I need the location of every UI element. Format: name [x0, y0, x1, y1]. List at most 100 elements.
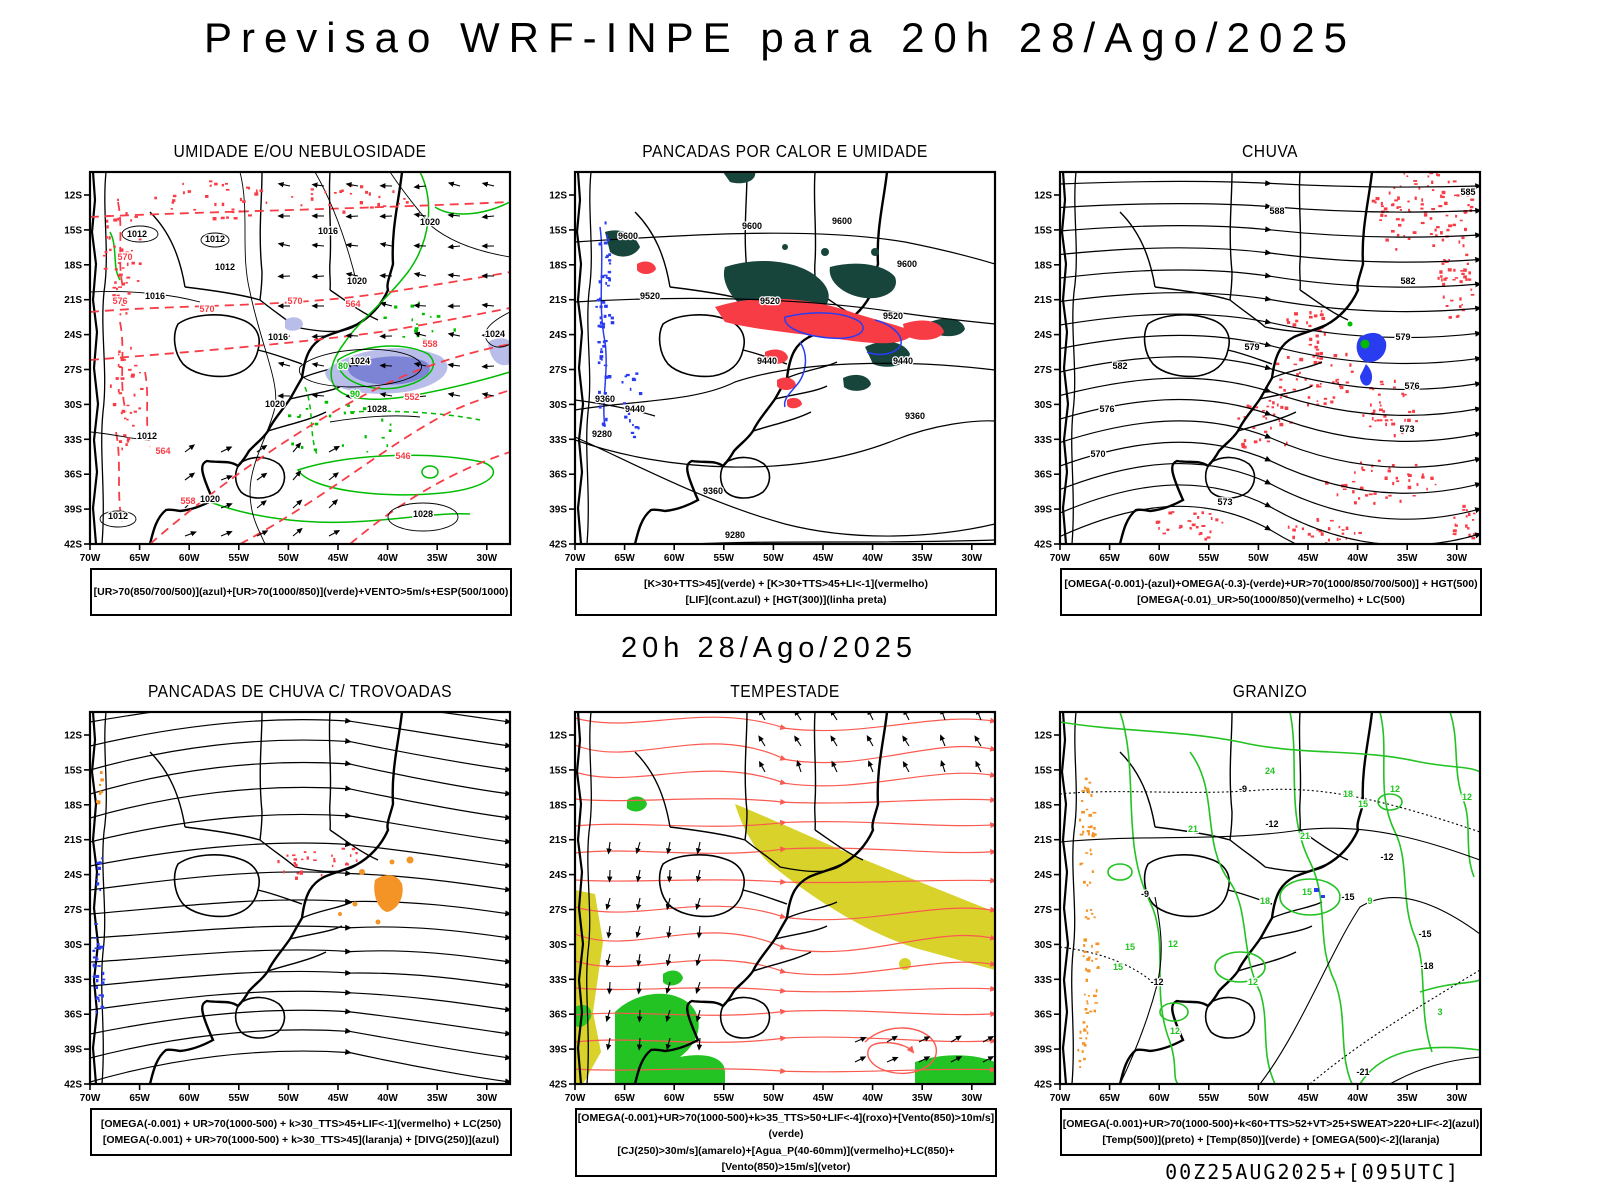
svg-text:45W: 45W [813, 553, 834, 564]
chuva-map: 588 585 582 582 579 579 576 576 573 573 570 12S 15S… [1034, 170, 1482, 564]
svg-text:35W: 35W [1397, 553, 1418, 564]
svg-text:9360: 9360 [595, 394, 615, 404]
svg-text:55W: 55W [229, 553, 250, 564]
axis-labels: 12S 15S 18S 21S 24S 27S 30S 33S 36S 39S 42S 70W 65W 6… [549, 731, 982, 1105]
panel-title: PANCADAS DE CHUVA C/ TROVOADAS [147, 681, 453, 702]
svg-text:12S: 12S [64, 191, 82, 202]
svg-text:1020: 1020 [420, 217, 440, 227]
svg-text:45W: 45W [1298, 1093, 1319, 1104]
svg-text:33S: 33S [64, 435, 82, 446]
svg-text:65W: 65W [129, 553, 150, 564]
svg-text:9440: 9440 [893, 356, 913, 366]
svg-text:40W: 40W [377, 1093, 398, 1104]
svg-text:70W: 70W [1050, 553, 1071, 564]
svg-text:42S: 42S [64, 540, 82, 551]
svg-text:35W: 35W [912, 553, 933, 564]
isobars [90, 172, 510, 544]
panel-umidade: UMIDADE E/OU NEBULOSIDADE [58, 140, 513, 616]
svg-text:70W: 70W [565, 1093, 586, 1104]
svg-text:12S: 12S [1034, 731, 1052, 742]
shower-blobs [338, 856, 414, 925]
rain-blobs [1347, 321, 1387, 386]
svg-text:24S: 24S [1034, 330, 1052, 341]
green-humidity-contours [109, 172, 510, 524]
svg-text:21S: 21S [64, 835, 82, 846]
axis-labels: 12S 15S 18S 21S 24S 27S 30S 33S 36S 39S 42S 70W 65W 6… [64, 731, 497, 1105]
svg-text:1012: 1012 [215, 262, 235, 272]
svg-text:65W: 65W [614, 1093, 635, 1104]
speckle-layer [1155, 172, 1479, 544]
svg-text:40W: 40W [1347, 1093, 1368, 1104]
svg-text:60W: 60W [664, 553, 685, 564]
svg-text:21S: 21S [549, 835, 567, 846]
svg-text:30S: 30S [1034, 940, 1052, 951]
svg-text:30S: 30S [1034, 400, 1052, 411]
svg-text:65W: 65W [129, 1093, 150, 1104]
svg-text:576: 576 [112, 296, 127, 306]
speckle-layer [1077, 777, 1100, 1068]
legend-caption: [OMEGA(-0.001)-(azul)+OMEGA(-0.3)-(verde… [1060, 568, 1482, 616]
svg-text:579: 579 [1244, 342, 1259, 352]
svg-text:9600: 9600 [742, 221, 762, 231]
svg-text:1028: 1028 [413, 509, 433, 519]
svg-text:65W: 65W [1099, 1093, 1120, 1104]
svg-text:21S: 21S [549, 295, 567, 306]
svg-text:1012: 1012 [127, 229, 147, 239]
svg-text:42S: 42S [64, 1080, 82, 1091]
granizo-map: 24 21 21 18 15 12 12 15 18 15 12 15 12 12 9 3 -9 -9 -12 -12… [1034, 710, 1482, 1105]
svg-text:1016: 1016 [145, 291, 165, 301]
svg-text:18: 18 [1343, 789, 1353, 799]
svg-text:70W: 70W [1050, 1093, 1071, 1104]
caption-line: [OMEGA(-0.001)+UR>70(1000-500)+k>35_TTS>… [577, 1112, 995, 1141]
svg-text:9440: 9440 [625, 404, 645, 414]
streamlines [90, 712, 510, 1084]
svg-text:35W: 35W [912, 1093, 933, 1104]
svg-text:30S: 30S [64, 400, 82, 411]
svg-text:39S: 39S [549, 1045, 567, 1056]
panel-pancadas-calor: PANCADAS POR CALOR E UMIDADE [543, 140, 998, 616]
svg-text:9520: 9520 [883, 311, 903, 321]
svg-text:40W: 40W [862, 553, 883, 564]
svg-text:45W: 45W [1298, 553, 1319, 564]
svg-text:60W: 60W [1149, 1093, 1170, 1104]
svg-text:27S: 27S [549, 365, 567, 376]
panel-title: TEMPESTADE [730, 681, 840, 702]
speckle-layer [595, 221, 643, 439]
svg-text:18S: 18S [1034, 260, 1052, 271]
page-title: Previsao WRF-INPE para 20h 28/Ago/2025 [203, 14, 1357, 61]
svg-text:15S: 15S [1034, 765, 1052, 776]
svg-text:1012: 1012 [205, 234, 225, 244]
svg-text:50W: 50W [278, 1093, 299, 1104]
svg-text:42S: 42S [549, 540, 567, 551]
svg-text:558: 558 [422, 339, 437, 349]
axis-labels: 12S 15S 18S 21S 24S 27S 30S 33S 36S 39S 42S 70W 65W 6… [1034, 731, 1467, 1105]
svg-text:30S: 30S [64, 940, 82, 951]
panel-trovoadas: PANCADAS DE CHUVA C/ TROVOADAS 12S 15S 18S… [58, 680, 513, 1156]
svg-text:570: 570 [199, 304, 214, 314]
caption-line: [Temp(500)](preto) + [Temp(850)](verde) … [1102, 1134, 1440, 1146]
panel-title: CHUVA [1242, 141, 1298, 162]
legend-caption: [OMEGA(-0.001) + UR>70(1000-500) + k>30_… [90, 1108, 512, 1156]
svg-text:573: 573 [1217, 497, 1232, 507]
svg-text:33S: 33S [1034, 975, 1052, 986]
axis-labels: 12S 15S 18S 21S 24S 27S 30S 33S 36S 39S 42S 70W 65W 6… [64, 191, 497, 565]
svg-text:27S: 27S [1034, 365, 1052, 376]
svg-text:579: 579 [1395, 332, 1410, 342]
svg-text:9600: 9600 [832, 216, 852, 226]
svg-text:24S: 24S [1034, 870, 1052, 881]
svg-text:9440: 9440 [757, 356, 777, 366]
svg-text:582: 582 [1400, 276, 1415, 286]
svg-text:18S: 18S [549, 260, 567, 271]
svg-text:12: 12 [1390, 784, 1400, 794]
svg-text:18S: 18S [549, 800, 567, 811]
svg-text:27S: 27S [549, 905, 567, 916]
svg-text:582: 582 [1112, 361, 1127, 371]
svg-text:36S: 36S [1034, 470, 1052, 481]
svg-text:15S: 15S [64, 225, 82, 236]
svg-text:39S: 39S [1034, 1045, 1052, 1056]
svg-text:50W: 50W [1248, 1093, 1269, 1104]
speckle-layer [102, 180, 456, 453]
tempestade-map: 12S 15S 18S 21S 24S 27S 30S 33S 36S 39S 42S 70W 65W 6… [549, 710, 997, 1105]
svg-text:552: 552 [404, 392, 419, 402]
svg-text:18S: 18S [64, 800, 82, 811]
